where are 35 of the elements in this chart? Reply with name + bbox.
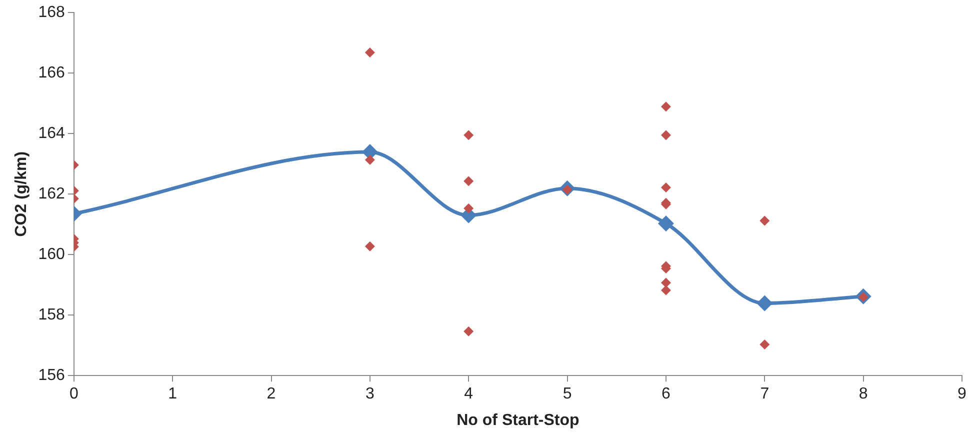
- point: [660, 130, 671, 140]
- point: [660, 102, 671, 112]
- point: [464, 326, 474, 336]
- y-tick-label: 162: [38, 186, 65, 203]
- point: [364, 154, 375, 165]
- x-tick-label: 6: [662, 386, 671, 403]
- x-axis-title: No of Start-Stop: [456, 412, 580, 429]
- point: [364, 48, 375, 58]
- point: [660, 285, 671, 296]
- x-tick-label: 9: [958, 386, 967, 403]
- point: [760, 216, 770, 226]
- x-tick-label: 7: [760, 386, 770, 403]
- point: [364, 241, 375, 252]
- x-tick-label: 5: [562, 386, 572, 403]
- y-tick-label: 156: [38, 367, 65, 384]
- x-tick-label: 8: [858, 386, 868, 403]
- y-tick-label: 158: [38, 306, 65, 324]
- y-tick-label: 168: [38, 4, 65, 22]
- x-tick-label: 1: [168, 386, 178, 403]
- x-tick-label: 4: [464, 386, 474, 403]
- x-tick-label: 0: [69, 386, 78, 403]
- point: [464, 176, 474, 186]
- x-tick-label: 2: [266, 386, 276, 403]
- point: [658, 215, 674, 232]
- point: [464, 203, 474, 214]
- point: [756, 295, 773, 312]
- point: [464, 130, 474, 140]
- y-tick-label: 164: [38, 125, 65, 142]
- point: [660, 182, 671, 192]
- point: [760, 339, 770, 350]
- y-tick-label: 166: [38, 64, 65, 82]
- y-tick-label: 160: [38, 246, 65, 264]
- y-axis-title: CO2 (g/km): [13, 151, 30, 237]
- point: [660, 278, 671, 288]
- x-tick-label: 3: [365, 386, 374, 403]
